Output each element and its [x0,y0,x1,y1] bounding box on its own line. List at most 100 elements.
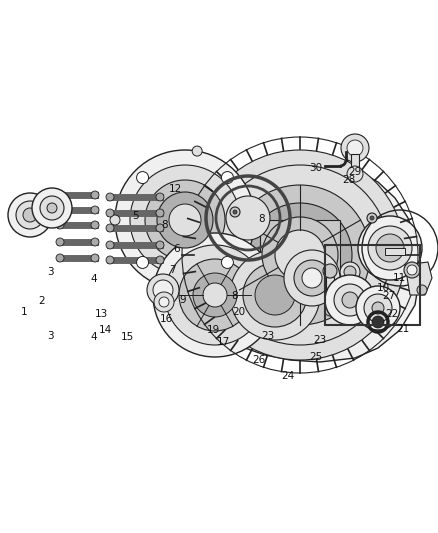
Circle shape [106,241,114,249]
Text: 19: 19 [207,326,220,335]
Bar [260,220,340,290]
Circle shape [153,233,277,357]
Text: 4: 4 [91,274,98,284]
Circle shape [347,166,363,182]
Circle shape [156,256,164,264]
Text: 7: 7 [169,265,176,275]
Circle shape [340,262,360,282]
Circle shape [192,146,202,156]
Circle shape [137,256,148,269]
Circle shape [169,204,201,236]
Circle shape [376,234,404,262]
Polygon shape [405,262,432,295]
Circle shape [210,165,390,345]
Circle shape [40,196,64,220]
Text: 28: 28 [342,175,355,185]
Circle shape [154,292,174,312]
Circle shape [255,275,295,315]
Circle shape [347,140,363,156]
Circle shape [106,224,114,232]
Circle shape [343,285,353,295]
Circle shape [156,209,164,217]
Text: 2: 2 [38,296,45,306]
Text: 8: 8 [258,214,265,223]
Circle shape [275,230,325,280]
Circle shape [372,302,384,314]
Circle shape [203,283,227,307]
Circle shape [334,284,366,316]
Circle shape [230,250,320,340]
Text: 11: 11 [393,273,406,283]
Circle shape [168,284,178,294]
Circle shape [417,285,427,295]
Circle shape [165,245,265,345]
Circle shape [302,268,322,288]
Text: 1: 1 [21,307,28,317]
Polygon shape [205,172,420,362]
Circle shape [222,256,233,269]
Text: 24: 24 [282,372,295,381]
Text: 22: 22 [385,310,399,319]
Text: 27: 27 [382,291,396,301]
Circle shape [56,206,64,214]
Circle shape [294,260,330,296]
Circle shape [106,193,114,201]
Circle shape [404,262,420,278]
Bar [385,248,405,255]
Circle shape [230,185,370,325]
Circle shape [91,238,99,246]
Circle shape [342,292,358,308]
Circle shape [157,192,213,248]
Circle shape [91,221,99,229]
Text: 17: 17 [217,337,230,347]
Circle shape [153,280,173,300]
Circle shape [233,210,237,214]
Circle shape [91,191,99,199]
Circle shape [8,193,52,237]
Circle shape [56,238,64,246]
Text: 12: 12 [169,184,182,194]
Circle shape [56,254,64,262]
Text: 23: 23 [313,335,326,345]
Circle shape [130,165,240,275]
Circle shape [367,213,377,223]
Circle shape [368,226,412,270]
Text: 26: 26 [253,356,266,365]
Circle shape [193,273,237,317]
Circle shape [284,250,340,306]
Bar [351,154,359,174]
Circle shape [147,274,179,306]
Circle shape [372,316,384,328]
Text: 29: 29 [348,167,361,176]
Circle shape [115,150,255,290]
Circle shape [230,207,240,217]
Circle shape [91,206,99,214]
Circle shape [243,263,307,327]
Circle shape [325,306,335,316]
Text: 20: 20 [232,307,245,317]
Text: 6: 6 [173,245,180,254]
Bar [325,245,420,325]
Text: 8: 8 [161,220,168,230]
Circle shape [323,264,337,278]
Circle shape [179,259,251,331]
Circle shape [346,288,350,292]
Circle shape [137,172,148,183]
Circle shape [341,134,369,162]
Circle shape [248,203,352,307]
Circle shape [195,150,405,360]
Text: 30: 30 [309,164,322,173]
Text: 13: 13 [95,310,108,319]
Text: 23: 23 [261,331,275,341]
Text: 15: 15 [120,332,134,342]
Circle shape [16,201,44,229]
Circle shape [226,196,270,240]
Circle shape [56,191,64,199]
Bar [326,277,334,305]
Circle shape [344,266,356,278]
Circle shape [145,180,225,260]
Circle shape [110,215,120,225]
Circle shape [159,297,169,307]
Circle shape [262,217,338,293]
Text: 5: 5 [132,211,139,221]
